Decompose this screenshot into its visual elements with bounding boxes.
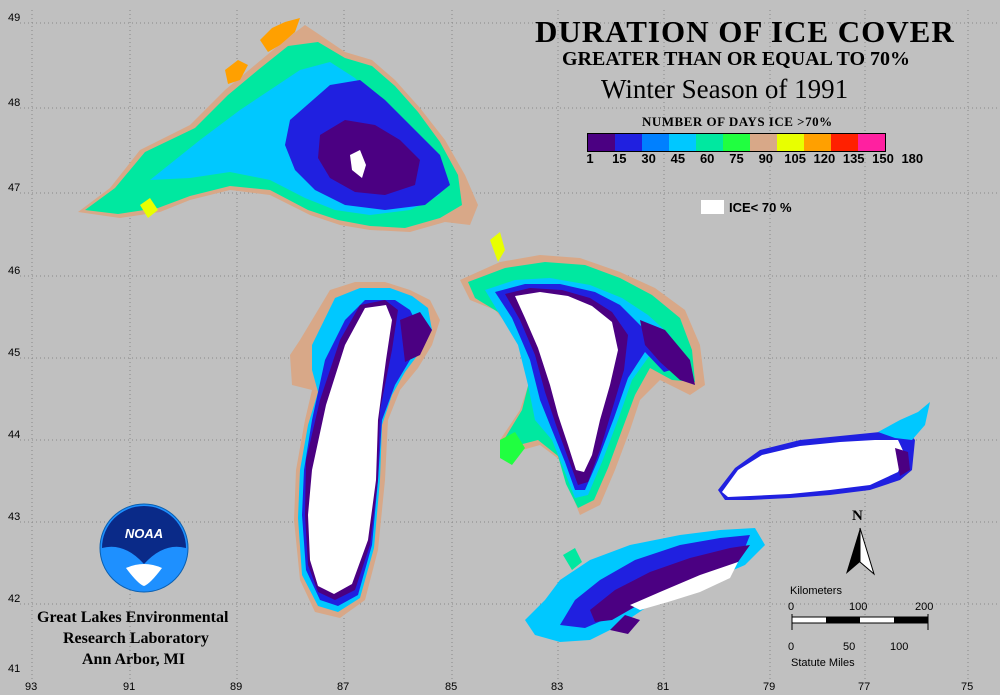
legend-swatch [669,134,696,151]
noaa-logo-text: NOAA [125,526,163,541]
map-title: DURATION OF ICE COVER [535,14,955,49]
legend-color-bar [587,133,886,152]
season-label: Winter Season of 1991 [601,74,849,104]
scale-mi-tick: 50 [843,641,856,653]
legend-swatch [777,134,804,151]
ice-legend-swatch [701,200,724,214]
org-line-3: Ann Arbor, MI [82,651,185,668]
legend-tick-label: 120 [813,151,836,166]
lon-label: 81 [657,681,670,693]
lat-label: 41 [8,663,21,675]
lat-label: 47 [8,182,21,194]
lon-label: 85 [445,681,458,693]
legend-tick-label: 105 [784,151,806,166]
legend-tick-label: 150 [872,151,894,166]
lon-label: 89 [230,681,243,693]
lon-label: 91 [123,681,136,693]
legend-swatch [642,134,669,151]
legend-swatch [696,134,723,151]
lon-label: 75 [961,681,974,693]
legend-ticks: 1 15 30 45 60 75 90 105 120 135 150 180 [584,151,934,167]
lat-label: 43 [8,511,21,523]
scale-mi-label: Statute Miles [791,657,855,669]
legend-swatch [588,134,615,151]
scale-km-label: Kilometers [790,585,842,597]
org-line-1: Great Lakes Environmental [37,609,229,626]
lake-erie [525,528,765,642]
legend-tick-label: 75 [729,151,744,166]
legend-tick-label: 60 [699,151,715,166]
scale-mi-tick: 100 [890,641,909,653]
legend-tick-label: 1 [586,151,594,166]
scale-km-tick: 200 [915,601,934,613]
lat-label: 48 [8,97,21,109]
legend-tick-label: 180 [901,151,924,166]
lon-label: 83 [551,681,564,693]
lat-label: 49 [8,12,21,24]
legend-tick-label: 135 [842,151,865,166]
noaa-logo: NOAA [99,503,189,593]
lake-ontario [718,402,930,500]
legend-tick-label: 30 [641,151,656,166]
scale-km-tick: 0 [788,601,795,613]
lat-label: 42 [8,593,21,605]
north-label: N [852,508,863,524]
lat-label: 45 [8,347,21,359]
lake-huron [460,232,705,515]
legend-tick-label: 15 [612,151,627,166]
map-subtitle: GREATER THAN OR EQUAL TO 70% [562,48,911,70]
lake-michigan [290,282,440,618]
lat-label: 44 [8,429,21,441]
legend-swatch [615,134,642,151]
legend-swatch [750,134,777,151]
lat-label: 46 [8,265,21,277]
legend-tick-label: 90 [758,151,774,166]
org-line-2: Research Laboratory [63,630,209,647]
legend-swatch [723,134,750,151]
ice-legend-label: ICE< 70 % [729,200,792,215]
legend-swatch [858,134,885,151]
legend-swatch [804,134,831,151]
lon-label: 87 [337,681,350,693]
scale-bar [791,614,929,630]
north-arrow-icon [846,527,875,576]
scale-km-tick: 100 [849,601,868,613]
scale-mi-tick: 0 [788,641,795,653]
legend-title: NUMBER OF DAYS ICE >70% [642,114,833,129]
lon-label: 79 [763,681,776,693]
lake-superior [78,18,478,232]
legend-tick-label: 45 [670,151,686,166]
lon-label: 93 [25,681,38,693]
legend-swatch [831,134,858,151]
lon-label: 77 [858,681,871,693]
